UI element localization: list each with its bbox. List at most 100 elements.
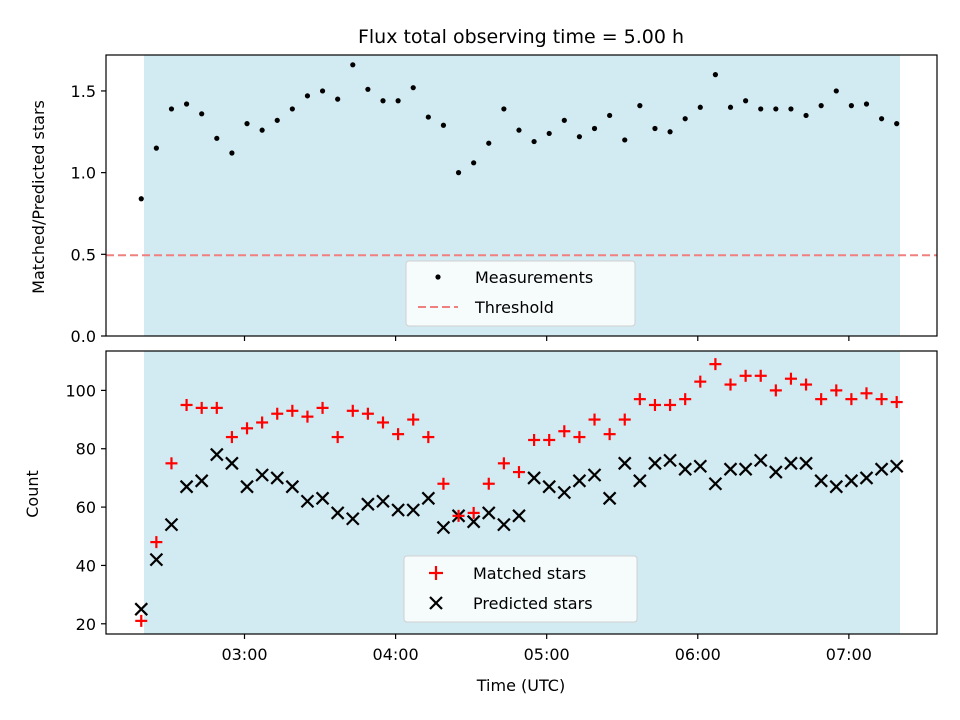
top-panel: 0.0 0.5 1.0 1.5 Matched/Predicted stars Mea… [29, 54, 938, 346]
measurement-point [591, 125, 598, 132]
predicted-star-point [134, 602, 149, 616]
matched-star-point [875, 393, 888, 406]
matched-star-point [860, 387, 873, 400]
predicted-star-point [874, 462, 889, 476]
matched-star-point [890, 396, 903, 409]
measurement-point [153, 145, 159, 151]
measurement-point [848, 103, 854, 109]
predicted-star-point [210, 447, 224, 462]
predicted-star-point [497, 517, 511, 532]
measurement-point [365, 86, 371, 92]
predicted-star-point [481, 506, 496, 520]
x-axis-label: Time (UTC) [476, 676, 565, 695]
measurement-point [743, 98, 749, 104]
measurement-point [440, 122, 447, 128]
predicted-star-point [617, 456, 632, 471]
predicted-star-point [889, 459, 904, 474]
measurement-point [607, 112, 613, 119]
measurement-point [894, 121, 900, 127]
measurement-point [244, 121, 250, 127]
measurement-point [274, 117, 280, 123]
top-y-axis-label: Matched/Predicted stars [29, 100, 48, 294]
measurement-point [531, 138, 537, 145]
matched-star-point [603, 428, 616, 441]
matched-star-point [573, 431, 586, 444]
matched-star-point [241, 422, 254, 435]
predicted-star-point [361, 497, 375, 511]
measurement-point [199, 111, 205, 117]
matched-star-point [210, 401, 223, 414]
predicted-star-point [315, 491, 330, 506]
bottom-y-tick-label: 60 [76, 498, 96, 517]
top-legend-box [405, 260, 636, 327]
bottom-x-ticks: 03:00 04:00 05:00 06:00 07:00 [221, 634, 872, 664]
legend-matched-marker [429, 566, 443, 580]
top-axes-frame [105, 54, 938, 337]
matched-star-point [800, 378, 813, 391]
top-y-tick-label: 1.0 [71, 164, 96, 183]
predicted-star-point [194, 474, 209, 488]
measurement-point [471, 160, 477, 166]
bottom-y-tick-label: 40 [76, 556, 96, 575]
matched-star-point [739, 369, 752, 382]
predicted-star-point [285, 479, 300, 494]
predicted-star-point [436, 520, 451, 535]
bottom-y-tick-label: 100 [65, 381, 96, 400]
measurement-point [259, 127, 265, 133]
matched-star-point [286, 404, 299, 417]
predicted-star-point [376, 494, 390, 509]
predicted-star-point [663, 453, 677, 468]
measurement-point [576, 134, 583, 140]
predicted-star-point [769, 465, 783, 479]
matched-star-point [679, 393, 692, 406]
matched-star-point [769, 384, 782, 397]
bottom-y-ticks: 20 40 60 80 100 [65, 381, 106, 634]
predicted-star-point [859, 471, 874, 485]
predicted-star-point [587, 468, 602, 482]
matched-star-point [271, 407, 284, 420]
predicted-star-point [179, 479, 194, 494]
matched-star-point [422, 431, 435, 444]
matched-star-point [316, 401, 329, 414]
matched-star-point [830, 384, 843, 397]
predicted-star-point [633, 474, 647, 488]
measurement-point [561, 117, 567, 123]
legend-measurements-label: Measurements [475, 268, 593, 287]
x-tick-label: 06:00 [675, 645, 721, 664]
matched-star-point [664, 398, 677, 411]
measurement-point [350, 62, 356, 68]
measurement-point [380, 98, 386, 104]
predicted-star-point [829, 479, 844, 494]
predicted-star-point [406, 503, 420, 517]
predicted-star-point [225, 456, 239, 471]
bottom-y-axis-label: Count [23, 470, 42, 518]
matched-star-point [392, 428, 405, 441]
matched-star-point [301, 410, 314, 423]
measurement-point [516, 127, 522, 133]
predicted-star-point [466, 514, 481, 529]
measurement-point [697, 104, 703, 110]
predicted-star-point [602, 491, 617, 506]
predicted-star-point [723, 462, 738, 476]
top-y-ticks: 0.0 0.5 1.0 1.5 [71, 82, 106, 346]
measurement-point [229, 150, 235, 156]
measurement-point [501, 106, 507, 112]
top-y-tick-label: 1.5 [71, 82, 96, 101]
legend-predicted-marker [429, 596, 443, 610]
measurement-point [833, 88, 839, 94]
matched-star-point [543, 433, 556, 446]
matched-star-point [724, 378, 737, 391]
top-legend: Measurements Threshold [405, 260, 636, 327]
matched-star-point [331, 431, 344, 444]
measurement-point [138, 196, 144, 202]
matched-star-point [256, 416, 269, 429]
predicted-star-point [527, 471, 541, 485]
measurement-point [455, 170, 462, 176]
matched-star-point [165, 457, 178, 470]
matched-star-point [754, 369, 767, 382]
matched-star-point [377, 416, 389, 429]
matched-star-point [452, 509, 465, 522]
measurement-point [395, 98, 401, 104]
measurement-point [727, 104, 734, 110]
measurement-point [214, 135, 220, 141]
